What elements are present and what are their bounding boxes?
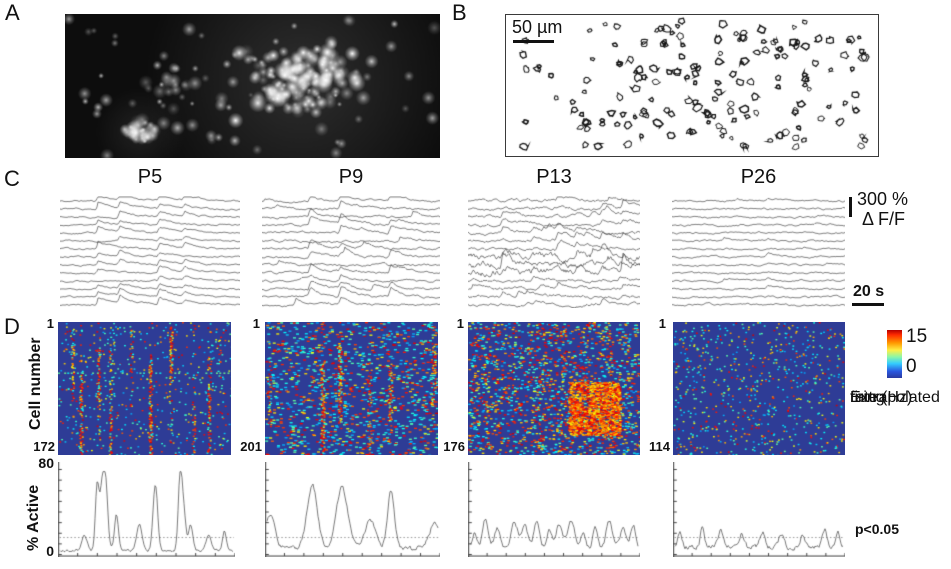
p26-traces-plot [672,196,845,308]
p26-firing-rate-heatmap [673,322,845,455]
p9-cell-count-label: 201 [240,439,262,454]
p5-percent-active-plot [58,462,235,557]
panel-a-fluorescence-image [65,14,440,158]
panel-b-box [505,14,879,157]
column-header-p13: P13 [536,166,572,188]
scalebar-label: 50 µm [512,17,563,37]
time-scalebar [852,303,884,306]
colorbar-max-label: 15 [906,326,928,347]
column-header-p26: P26 [740,166,777,188]
colorbar-min-label: 0 [906,356,917,377]
panel-b-label: B [452,0,467,25]
percent-active-axis-label: % Active [25,484,42,551]
colorbar-caption-line-1: Extrapolated [850,389,940,406]
cell-number-axis-label: Cell number [27,337,44,430]
p5-cell-count-label: 172 [33,439,55,454]
p5-firing-rate-heatmap [58,322,231,455]
panel-c-label: C [4,166,20,191]
p26-cell-count-label: 114 [649,439,670,454]
scalebar-line [513,40,554,43]
p13-first-cell-label: 1 [456,316,464,331]
p9-percent-active-plot [265,462,440,557]
p9-traces-plot [262,196,440,308]
column-header-p9: P9 [338,166,364,188]
significance-label: p<0.05 [855,521,899,537]
panel-d-label: D [4,314,20,339]
p9-first-cell-label: 1 [252,316,260,331]
time-scale-label: 20 s [853,283,885,300]
p26-first-cell-label: 1 [658,316,666,331]
panel-b-cell-outline-map [506,15,877,155]
p13-cell-count-label: 176 [443,439,465,454]
p5-first-cell-label: 1 [46,316,54,331]
dff-scale-unit: Δ F/F [862,209,906,229]
active-ymin-label: 0 [46,543,54,559]
p9-firing-rate-heatmap [265,322,438,455]
p13-percent-active-plot [468,462,640,557]
p13-firing-rate-heatmap [468,322,640,455]
panel-a-label: A [5,0,20,25]
p13-traces-plot [468,196,640,308]
colorbar-caption-line-2: firing [850,389,885,406]
p5-traces-plot [60,196,240,308]
dff-scalebar [849,197,852,217]
active-ymax-label: 80 [38,455,54,471]
colorbar-caption-line-3: rate (Hz) [850,389,913,406]
column-header-p5: P5 [137,166,163,188]
colorbar [887,330,902,378]
p26-percent-active-plot [673,462,845,557]
dff-scale-value: 300 % [857,189,909,209]
